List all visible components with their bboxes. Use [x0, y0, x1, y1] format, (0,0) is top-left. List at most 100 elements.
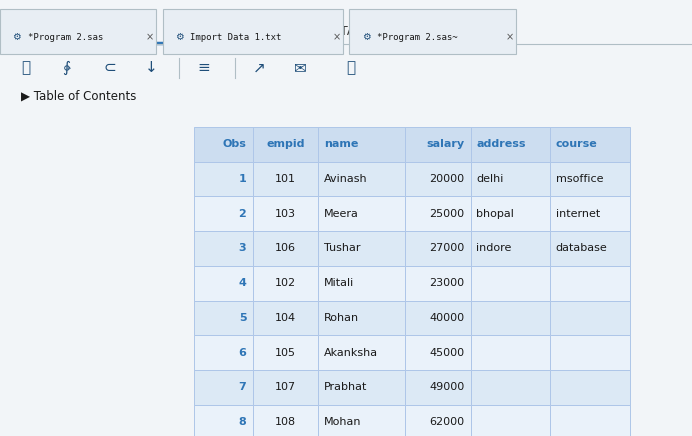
- FancyBboxPatch shape: [318, 335, 405, 370]
- Text: CODE: CODE: [21, 25, 55, 38]
- Text: 106: 106: [275, 243, 296, 253]
- FancyBboxPatch shape: [471, 405, 550, 436]
- Text: ✉: ✉: [294, 60, 307, 75]
- FancyBboxPatch shape: [405, 231, 471, 266]
- FancyBboxPatch shape: [550, 127, 630, 162]
- Text: 27000: 27000: [429, 243, 464, 253]
- Text: 108: 108: [275, 417, 296, 427]
- FancyBboxPatch shape: [253, 231, 318, 266]
- FancyBboxPatch shape: [405, 300, 471, 335]
- Text: ▶ Table of Contents: ▶ Table of Contents: [21, 90, 136, 103]
- Text: ↗: ↗: [253, 60, 265, 75]
- Text: OUTPUT DATA: OUTPUT DATA: [273, 25, 355, 38]
- FancyBboxPatch shape: [471, 231, 550, 266]
- FancyBboxPatch shape: [253, 335, 318, 370]
- FancyBboxPatch shape: [194, 231, 253, 266]
- FancyBboxPatch shape: [318, 300, 405, 335]
- FancyBboxPatch shape: [471, 196, 550, 231]
- Text: name: name: [324, 140, 358, 149]
- FancyBboxPatch shape: [318, 370, 405, 405]
- Text: 104: 104: [275, 313, 296, 323]
- Text: 2: 2: [239, 209, 246, 219]
- Text: Prabhat: Prabhat: [324, 382, 367, 392]
- Text: internet: internet: [556, 209, 600, 219]
- FancyBboxPatch shape: [194, 335, 253, 370]
- Text: 4: 4: [239, 278, 246, 288]
- Text: ⚙: ⚙: [175, 32, 184, 42]
- FancyBboxPatch shape: [471, 266, 550, 300]
- FancyBboxPatch shape: [471, 335, 550, 370]
- Text: 5: 5: [239, 313, 246, 323]
- FancyBboxPatch shape: [318, 405, 405, 436]
- Text: 1: 1: [239, 174, 246, 184]
- Text: address: address: [476, 140, 526, 149]
- Text: 40000: 40000: [429, 313, 464, 323]
- Text: 62000: 62000: [429, 417, 464, 427]
- FancyBboxPatch shape: [550, 300, 630, 335]
- Text: 3: 3: [239, 243, 246, 253]
- Text: Tushar: Tushar: [324, 243, 361, 253]
- Text: 49000: 49000: [429, 382, 464, 392]
- FancyBboxPatch shape: [405, 127, 471, 162]
- Text: Rohan: Rohan: [324, 313, 359, 323]
- Text: ⤢: ⤢: [346, 60, 355, 75]
- Text: ⚙: ⚙: [362, 32, 371, 42]
- FancyBboxPatch shape: [253, 300, 318, 335]
- Text: 8: 8: [239, 417, 246, 427]
- FancyBboxPatch shape: [318, 127, 405, 162]
- Text: ⊂: ⊂: [104, 60, 116, 75]
- FancyBboxPatch shape: [253, 370, 318, 405]
- FancyBboxPatch shape: [253, 162, 318, 196]
- Text: Mitali: Mitali: [324, 278, 354, 288]
- Text: database: database: [556, 243, 608, 253]
- Text: ≡: ≡: [197, 60, 210, 75]
- Text: ∳: ∳: [62, 60, 71, 75]
- FancyBboxPatch shape: [471, 127, 550, 162]
- FancyBboxPatch shape: [405, 335, 471, 370]
- Text: 105: 105: [275, 347, 296, 358]
- Text: salary: salary: [426, 140, 464, 149]
- Text: delhi: delhi: [476, 174, 504, 184]
- Text: LOG: LOG: [100, 25, 125, 38]
- FancyBboxPatch shape: [253, 127, 318, 162]
- Text: 107: 107: [275, 382, 296, 392]
- FancyBboxPatch shape: [253, 196, 318, 231]
- Text: course: course: [556, 140, 597, 149]
- Text: 103: 103: [275, 209, 296, 219]
- Text: 7: 7: [239, 382, 246, 392]
- Text: 45000: 45000: [429, 347, 464, 358]
- FancyBboxPatch shape: [550, 335, 630, 370]
- FancyBboxPatch shape: [194, 162, 253, 196]
- FancyBboxPatch shape: [471, 300, 550, 335]
- Text: Obs: Obs: [222, 140, 246, 149]
- Text: 6: 6: [239, 347, 246, 358]
- Text: *Program 2.sas~: *Program 2.sas~: [377, 33, 458, 41]
- FancyBboxPatch shape: [550, 196, 630, 231]
- FancyBboxPatch shape: [471, 162, 550, 196]
- Text: Avinash: Avinash: [324, 174, 367, 184]
- FancyBboxPatch shape: [318, 231, 405, 266]
- FancyBboxPatch shape: [194, 300, 253, 335]
- FancyBboxPatch shape: [318, 196, 405, 231]
- Text: *Program 2.sas: *Program 2.sas: [28, 33, 103, 41]
- FancyBboxPatch shape: [471, 370, 550, 405]
- Text: ×: ×: [332, 32, 340, 42]
- FancyBboxPatch shape: [194, 405, 253, 436]
- FancyBboxPatch shape: [550, 162, 630, 196]
- Text: empid: empid: [266, 140, 304, 149]
- Text: Mohan: Mohan: [324, 417, 361, 427]
- FancyBboxPatch shape: [194, 127, 253, 162]
- Text: Meera: Meera: [324, 209, 358, 219]
- Text: Import Data 1.txt: Import Data 1.txt: [190, 33, 282, 41]
- FancyBboxPatch shape: [253, 266, 318, 300]
- FancyBboxPatch shape: [194, 266, 253, 300]
- FancyBboxPatch shape: [194, 196, 253, 231]
- Text: ×: ×: [505, 32, 513, 42]
- FancyBboxPatch shape: [550, 266, 630, 300]
- Text: 102: 102: [275, 278, 296, 288]
- Text: 101: 101: [275, 174, 296, 184]
- Text: ⎙: ⎙: [21, 60, 30, 75]
- Text: 25000: 25000: [429, 209, 464, 219]
- Text: ↓: ↓: [145, 60, 158, 75]
- FancyBboxPatch shape: [253, 405, 318, 436]
